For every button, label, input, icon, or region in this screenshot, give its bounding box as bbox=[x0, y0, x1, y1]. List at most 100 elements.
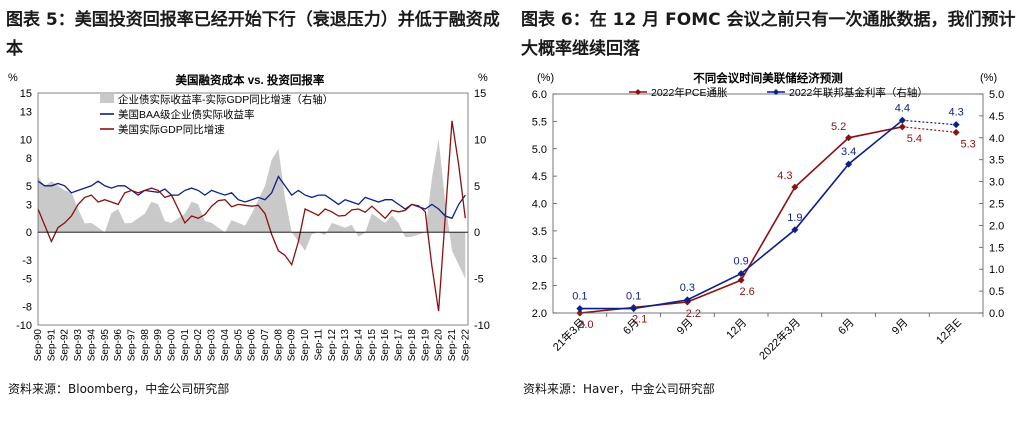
right-source: 资料来源：Haver，中金公司研究部 bbox=[523, 382, 715, 396]
right-axis-unit: % bbox=[478, 72, 488, 84]
right-tick-label: 5 bbox=[474, 181, 480, 193]
x-tick-label: Sep-92 bbox=[60, 329, 71, 362]
left-source: 资料来源：Bloomberg，中金公司研究部 bbox=[8, 382, 230, 396]
pce-data-label: 5.4 bbox=[907, 133, 922, 145]
pce-point bbox=[898, 123, 906, 131]
x-tick-label: Sep-02 bbox=[193, 329, 204, 362]
pce-data-label: 4.3 bbox=[777, 170, 792, 182]
x-tick-label: Sep-16 bbox=[380, 329, 391, 362]
area-series-investment-return-gap bbox=[38, 139, 466, 279]
ffr-point bbox=[630, 305, 638, 313]
right-tick-label: -5 bbox=[474, 274, 484, 286]
pce-data-label: 2.2 bbox=[686, 308, 701, 320]
x-tick-label: 6月 bbox=[836, 317, 857, 338]
chart-title: 不同会议时间美联储经济预测 bbox=[693, 71, 843, 85]
ffr-point bbox=[683, 296, 691, 304]
line-series-real-gdp bbox=[37, 120, 466, 312]
x-tick-label: Sep-22 bbox=[460, 329, 471, 362]
x-tick-label: Sep-12 bbox=[327, 329, 338, 362]
ffr-point bbox=[576, 305, 584, 313]
right-tick-label: -10 bbox=[474, 320, 490, 332]
ffr-point bbox=[791, 226, 799, 234]
left-panel: 图表 5：美国投资回报率已经开始下行（衰退压力）并低于融资成本 15 13 10 8 5… bbox=[0, 0, 505, 405]
left-tick-label: 15 bbox=[20, 88, 32, 100]
x-tick-label: Sep-13 bbox=[340, 329, 351, 362]
x-tick-label: 21年3月 bbox=[550, 315, 588, 353]
ffr-point bbox=[737, 270, 745, 278]
x-tick-label: Sep-96 bbox=[113, 329, 124, 362]
x-tick-label: Sep-21 bbox=[447, 329, 458, 362]
plot-frame bbox=[37, 92, 469, 326]
ffr-data-label: 0.1 bbox=[626, 291, 641, 303]
ffr-point bbox=[952, 121, 960, 129]
x-tick-label: Sep-19 bbox=[420, 329, 431, 362]
left-tick-label: 3.5 bbox=[532, 226, 547, 238]
left-tick-label: 3.0 bbox=[532, 253, 547, 265]
x-tick-label: Sep-90 bbox=[33, 329, 44, 362]
right-tick-label: 3.0 bbox=[989, 177, 1004, 189]
right-tick-label: 4.5 bbox=[989, 111, 1004, 123]
x-tick-label: 9月 bbox=[890, 317, 911, 338]
x-tick-label: 12月E bbox=[934, 317, 964, 347]
right-tick-label: 2.5 bbox=[989, 199, 1004, 211]
right-tick-label: 15 bbox=[474, 88, 486, 100]
x-tick-label: Sep-20 bbox=[434, 329, 445, 362]
right-tick-label: 1.5 bbox=[989, 242, 1004, 254]
right-tick-label: 0.0 bbox=[989, 308, 1004, 320]
pce-data-label: 5.2 bbox=[831, 121, 846, 133]
legend-label-area: 企业债实际收益率-实际GDP同比增速（右轴） bbox=[118, 93, 333, 106]
left-tick-label: -8 bbox=[22, 301, 32, 313]
ffr-data-label: 0.9 bbox=[733, 256, 748, 268]
x-tick-label: Sep-06 bbox=[247, 329, 258, 362]
x-tick-label: Sep-98 bbox=[140, 329, 151, 362]
legend-label-pce: 2022年PCE通胀 bbox=[651, 86, 728, 99]
x-tick-label: Sep-91 bbox=[46, 329, 57, 362]
right-tick-label: 4.0 bbox=[989, 133, 1004, 145]
left-axis-unit: (%) bbox=[537, 72, 554, 84]
x-tick-label: Sep-10 bbox=[300, 329, 311, 362]
left-tick-label: -10 bbox=[16, 320, 32, 332]
ffr-point bbox=[845, 160, 853, 168]
ffr-data-label: 0.3 bbox=[680, 282, 695, 294]
x-tick-label: Sep-97 bbox=[126, 329, 137, 362]
right-figure-title: 图表 6：在 12 月 FOMC 会议之前只有一次通胀数据，我们预计大概率继续回… bbox=[521, 10, 1016, 59]
x-tick-label: Sep-18 bbox=[407, 329, 418, 362]
left-tick-label: 2.0 bbox=[532, 308, 547, 320]
left-tick-label: 4.0 bbox=[532, 199, 547, 211]
left-tick-label: -5 bbox=[22, 274, 32, 286]
legend-label-baa: 美国BAA级企业债实际收益率 bbox=[118, 108, 255, 121]
x-tick-label: Sep-04 bbox=[220, 329, 231, 362]
ffr-line-forecast bbox=[902, 119, 957, 126]
left-tick-label: 5 bbox=[26, 181, 32, 193]
left-tick-label: 2.5 bbox=[532, 281, 547, 293]
x-tick-label: Sep-17 bbox=[394, 329, 405, 362]
x-tick-label: Sep-11 bbox=[313, 329, 324, 361]
x-tick-label: Sep-94 bbox=[86, 329, 97, 362]
chart-title: 美国融资成本 vs. 投资回报率 bbox=[176, 73, 325, 87]
pce-point bbox=[952, 128, 960, 136]
left-tick-label: 5.0 bbox=[532, 144, 547, 156]
pce-point bbox=[791, 183, 799, 191]
pce-data-label: 5.3 bbox=[960, 138, 975, 150]
left-tick-label: 5.5 bbox=[532, 116, 547, 128]
pce-data-label: 2.6 bbox=[739, 286, 754, 298]
left-tick-label: 10 bbox=[20, 134, 32, 146]
x-tick-label: Sep-00 bbox=[167, 329, 178, 362]
x-tick-label: 2022年3月 bbox=[756, 315, 803, 362]
ffr-data-label: 1.9 bbox=[787, 212, 802, 224]
legend-swatch-area bbox=[100, 94, 114, 103]
x-tick-label: Sep-08 bbox=[273, 329, 284, 362]
x-tick-label: Sep-99 bbox=[153, 329, 164, 362]
right-tick-label: 5.0 bbox=[989, 89, 1004, 101]
right-tick-label: 0 bbox=[474, 227, 480, 239]
right-axis-unit: (%) bbox=[980, 72, 997, 84]
line-series-baa-yield bbox=[37, 175, 466, 220]
ffr-data-label: 3.4 bbox=[841, 146, 856, 158]
plot-frame bbox=[552, 93, 984, 314]
x-tick-label: Sep-14 bbox=[353, 329, 364, 362]
x-tick-label: Sep-03 bbox=[207, 329, 218, 362]
legend-label-ffr: 2022年联邦基金利率（右轴） bbox=[789, 86, 928, 99]
legend-label-gdp: 美国实际GDP同比增速 bbox=[118, 123, 225, 136]
pce-line-forecast bbox=[902, 126, 957, 133]
